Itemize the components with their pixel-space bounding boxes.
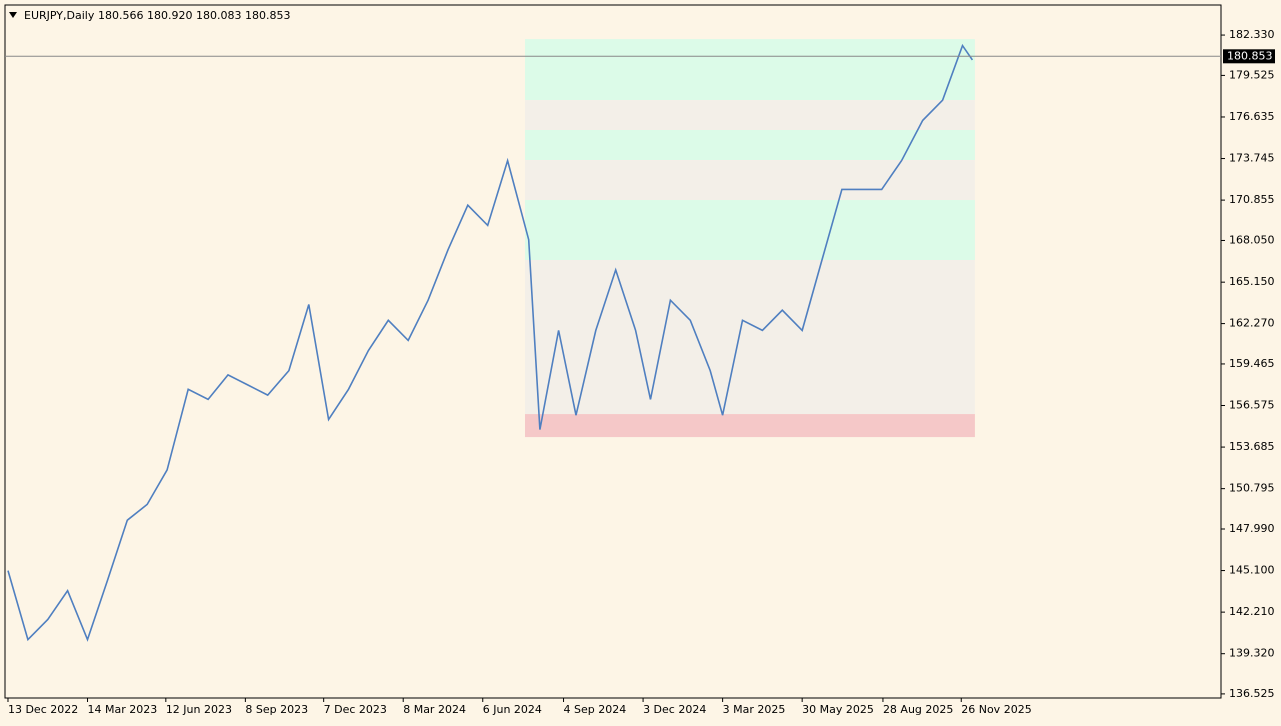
y-tick-label: 136.525	[1229, 687, 1275, 700]
y-tick-label: 147.990	[1229, 522, 1275, 535]
last-price-label: 180.853	[1227, 49, 1273, 62]
y-tick-label: 179.525	[1229, 68, 1275, 81]
plot-frame	[4, 4, 1222, 699]
zone	[525, 39, 975, 101]
price-line	[7, 43, 974, 642]
y-tick-label: 176.635	[1229, 110, 1275, 123]
y-tick-label: 168.050	[1229, 233, 1275, 246]
y-tick-label: 139.320	[1229, 647, 1275, 660]
ohlc: 180.566 180.920 180.083 180.853	[98, 9, 290, 22]
y-tick-label: 182.330	[1229, 28, 1275, 41]
x-tick-label: 3 Mar 2025	[723, 703, 786, 716]
x-tick-label: 6 Jun 2024	[483, 703, 542, 716]
zone	[525, 260, 975, 415]
y-tick-label: 150.795	[1229, 482, 1275, 495]
zone	[525, 414, 975, 438]
x-tick-label: 4 Sep 2024	[564, 703, 627, 716]
x-tick-label: 8 Mar 2024	[403, 703, 466, 716]
x-tick-label: 14 Mar 2023	[88, 703, 158, 716]
x-tick-label: 28 Aug 2025	[883, 703, 953, 716]
y-tick-label: 145.100	[1229, 564, 1275, 577]
x-tick-label: 12 Jun 2023	[166, 703, 232, 716]
chart-title: EURJPY,Daily	[24, 9, 95, 22]
x-tick-label: 13 Dec 2022	[8, 703, 78, 716]
menu-arrow[interactable]	[9, 12, 17, 18]
y-tick-label: 156.575	[1229, 399, 1275, 412]
last-price-box	[1223, 49, 1275, 64]
x-tick-label: 8 Sep 2023	[245, 703, 308, 716]
zone	[525, 100, 975, 130]
zone	[525, 160, 975, 201]
x-tick-label: 30 May 2025	[802, 703, 874, 716]
y-tick-label: 165.150	[1229, 275, 1275, 288]
x-tick-label: 3 Dec 2024	[643, 703, 706, 716]
y-tick-label: 142.210	[1229, 605, 1275, 618]
x-tick-label: 7 Dec 2023	[324, 703, 387, 716]
y-tick-label: 170.855	[1229, 193, 1275, 206]
zone	[525, 200, 975, 261]
y-tick-label: 162.270	[1229, 317, 1275, 330]
plot-area	[7, 39, 975, 642]
zone	[525, 129, 975, 161]
x-tick-label: 26 Nov 2025	[961, 703, 1031, 716]
y-tick-label: 173.745	[1229, 152, 1275, 165]
y-tick-label: 153.685	[1229, 440, 1275, 453]
y-tick-label: 159.465	[1229, 357, 1275, 370]
